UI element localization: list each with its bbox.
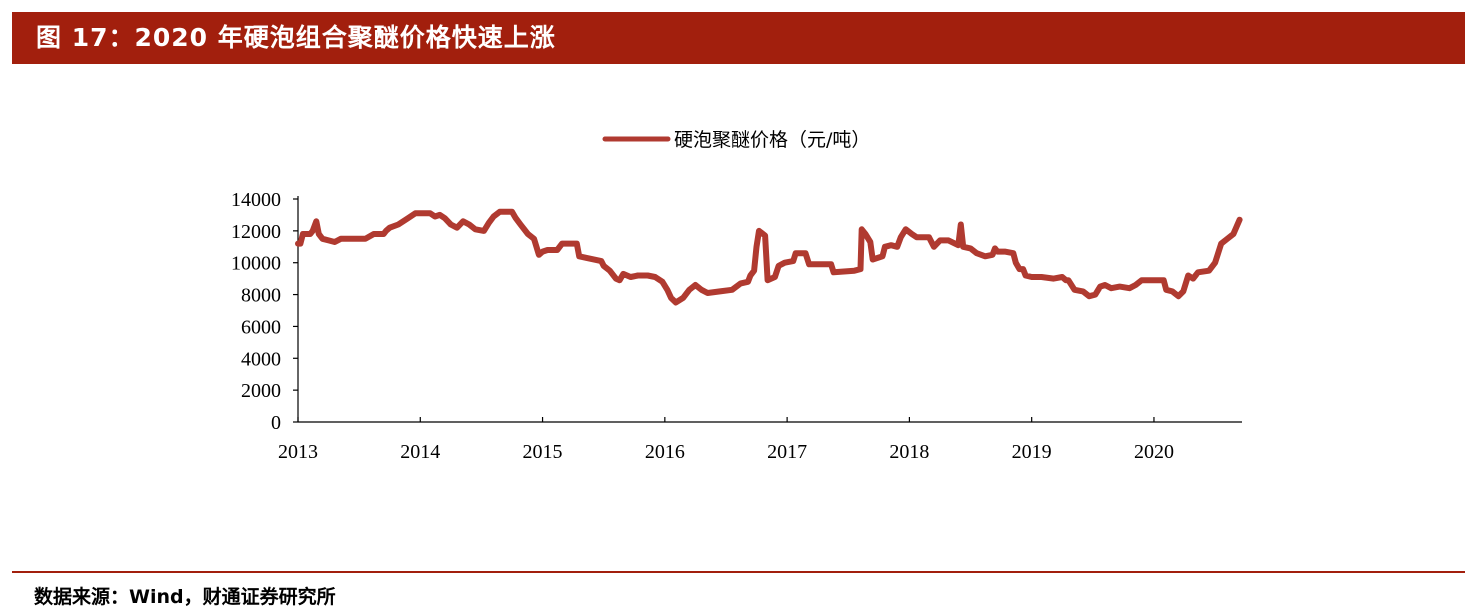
x-tick-label: 2019: [1012, 441, 1052, 463]
x-tick-label: 2014: [400, 441, 440, 463]
header-bar: 图 17：2020 年硬泡组合聚醚价格快速上涨: [12, 12, 1465, 64]
source-note: 数据来源：Wind，财通证券研究所: [34, 586, 336, 608]
y-tick-label: 2000: [241, 380, 281, 402]
y-tick-label: 10000: [231, 253, 281, 275]
y-axis-ticks: 0 2000 4000 6000 8000 10000 12000 14000: [231, 189, 298, 434]
chart-legend: 硬泡聚醚价格（元/吨）: [602, 129, 870, 151]
x-tick-label: 2016: [645, 441, 685, 463]
x-tick-label: 2020: [1134, 441, 1174, 463]
y-tick-label: 8000: [241, 285, 281, 307]
x-tick-label: 2013: [278, 441, 318, 463]
x-tick-label: 2018: [889, 441, 929, 463]
y-tick-label: 0: [271, 412, 281, 434]
y-tick-label: 6000: [241, 316, 281, 338]
y-tick-label: 12000: [231, 221, 281, 243]
footer-divider: [12, 571, 1465, 573]
series-line-polyether-price: [295, 208, 1243, 306]
y-tick-label: 14000: [231, 189, 281, 211]
legend-label: 硬泡聚醚价格（元/吨）: [674, 129, 870, 151]
y-tick-label: 4000: [241, 348, 281, 370]
x-tick-label: 2015: [523, 441, 563, 463]
x-tick-label: 2017: [767, 441, 807, 463]
x-axis-ticks: 2013 2014 2015 2016 2017 2018 2019 2020: [278, 417, 1174, 463]
figure-title: 图 17：2020 年硬泡组合聚醚价格快速上涨: [36, 23, 556, 52]
